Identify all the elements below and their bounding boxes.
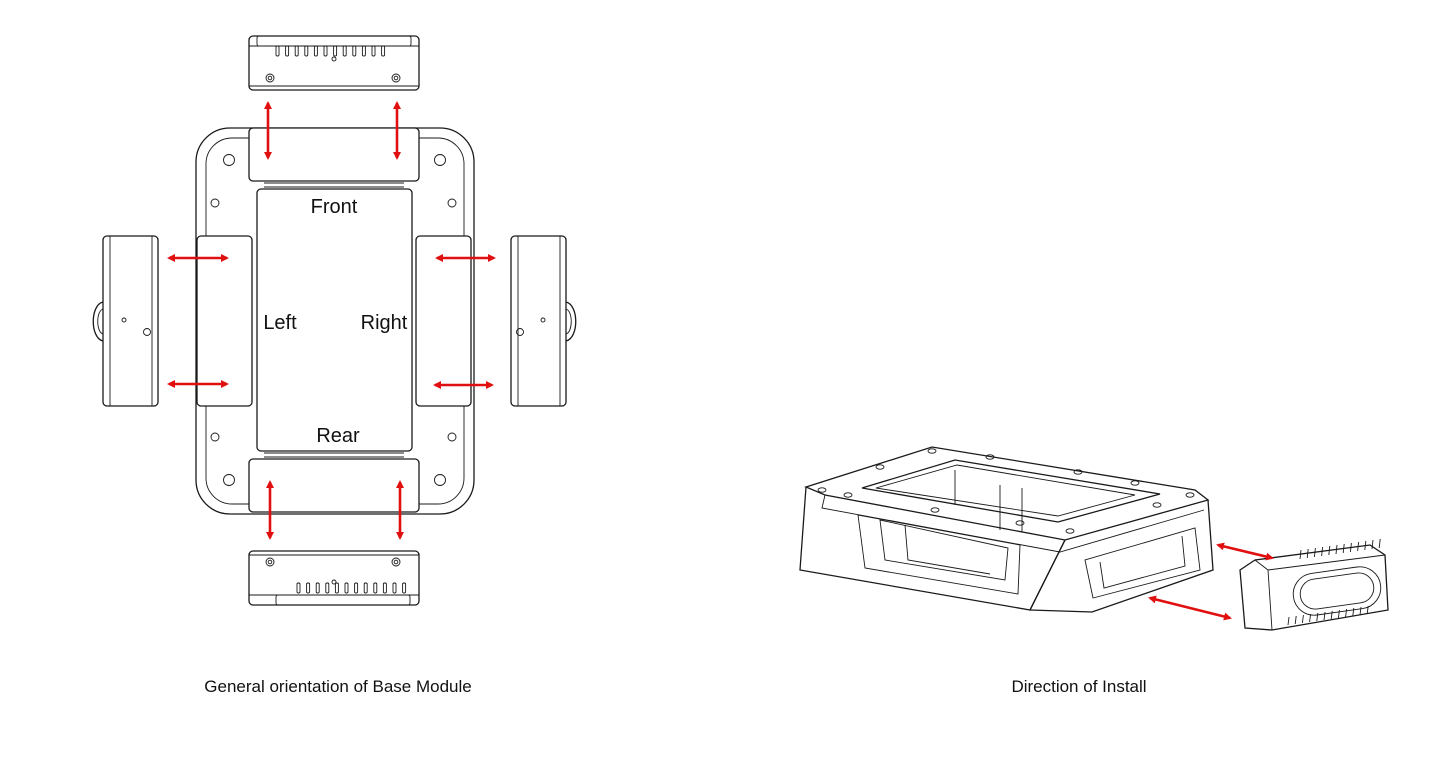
vent-slot [1335, 544, 1338, 555]
top-holes [817, 448, 1195, 534]
vent-slot [1294, 615, 1297, 625]
module-to-install [1239, 538, 1389, 631]
vent-slot [1337, 609, 1340, 619]
vent-slot [1301, 614, 1304, 624]
vent-slot [373, 582, 378, 594]
vent-slot [1309, 613, 1312, 623]
module-detached-right [510, 235, 577, 407]
vent-slot [323, 45, 328, 57]
vent-slot [1352, 607, 1355, 617]
caption-install-direction: Direction of Install [1011, 677, 1146, 696]
vent-slot [294, 45, 299, 57]
vent-slot [315, 582, 320, 594]
base-module-top-view [195, 127, 475, 515]
vent-slot [1287, 616, 1290, 626]
vent-slot [1328, 545, 1331, 556]
vent-slot [1357, 541, 1360, 552]
vent-slot [1349, 542, 1352, 553]
vent-slot [334, 582, 339, 594]
vent-slot [275, 45, 280, 57]
label-front: Front [311, 196, 358, 218]
vent-slot [371, 45, 376, 57]
label-rear: Rear [316, 425, 360, 447]
vent-slot [363, 582, 368, 594]
vent-slot [285, 45, 290, 57]
vent-slots [1287, 538, 1381, 626]
base-module-isometric [799, 446, 1214, 613]
installed-module-front [248, 127, 420, 182]
vent-slot [361, 45, 366, 57]
vent-slot [1366, 605, 1369, 615]
label-left: Left [263, 312, 297, 334]
vent-slot [344, 582, 349, 594]
vent-slot [1313, 547, 1316, 558]
installed-module-rear [248, 458, 420, 513]
vent-slots [275, 45, 386, 57]
vent-slot [402, 582, 407, 594]
installed-module-left [196, 235, 253, 407]
vent-slot [1330, 610, 1333, 620]
vent-slot [1364, 540, 1367, 551]
install-arrows-top-view [167, 101, 496, 540]
vent-slot [1323, 611, 1326, 621]
arrow-install-lower [1148, 595, 1232, 621]
vent-slot [1299, 549, 1302, 560]
vent-slot [354, 582, 359, 594]
corner-holes [210, 154, 457, 486]
vent-slot [313, 45, 318, 57]
module-detached-front [248, 35, 420, 91]
vent-slot [306, 582, 311, 594]
vent-slot [1342, 543, 1345, 554]
vent-slot [304, 45, 309, 57]
vent-slot [1345, 608, 1348, 618]
module-detached-rear [248, 550, 420, 606]
vent-slot [352, 45, 357, 57]
center-panel [256, 188, 413, 452]
vent-slot [1359, 606, 1362, 616]
vent-slot [296, 582, 301, 594]
module-detached-left [92, 235, 159, 407]
vent-slot [1371, 539, 1374, 550]
vent-slot [392, 582, 397, 594]
vent-slot [342, 45, 347, 57]
caption-base-orientation: General orientation of Base Module [204, 677, 471, 696]
vent-slot [381, 45, 386, 57]
vent-slot [1306, 548, 1309, 559]
installed-module-right [415, 235, 472, 407]
vent-slot [1378, 538, 1381, 549]
vent-slot [382, 582, 387, 594]
vent-slot [325, 582, 330, 594]
vent-slot [333, 45, 338, 57]
vent-slot [1316, 612, 1319, 622]
arrow-install-upper [1216, 542, 1274, 561]
label-right: Right [361, 312, 408, 334]
vent-slots [296, 582, 407, 594]
vent-slot [1321, 546, 1324, 557]
